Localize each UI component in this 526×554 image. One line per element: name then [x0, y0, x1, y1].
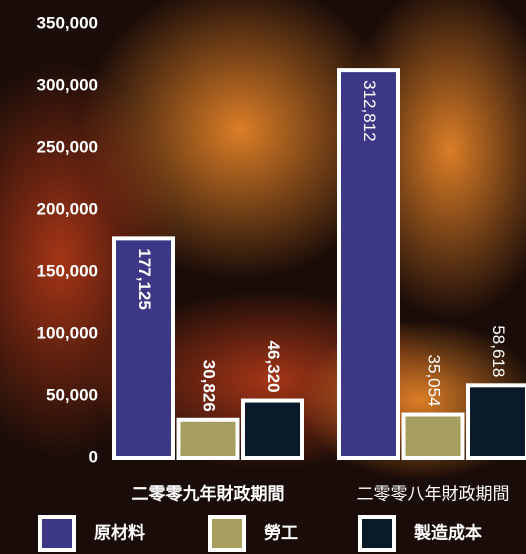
y-tick-label: 0: [89, 447, 98, 466]
bar: [337, 68, 400, 460]
value-label: 58,618: [489, 325, 508, 377]
legend-label: 原材料: [94, 522, 145, 542]
y-tick-label: 50,000: [46, 385, 98, 404]
value-label: 312,812: [360, 80, 379, 141]
value-label: 30,826: [200, 360, 219, 412]
y-tick-label: 200,000: [37, 199, 98, 218]
x-tick-label: 二零零八年財政期間: [357, 484, 510, 503]
bar: [112, 236, 175, 460]
value-label: 46,320: [264, 341, 283, 393]
y-tick-label: 350,000: [37, 13, 98, 32]
y-tick-label: 250,000: [37, 137, 98, 156]
legend-label: 勞工: [264, 522, 298, 542]
x-tick-label: 二零零九年財政期間: [132, 483, 285, 503]
y-tick-label: 150,000: [37, 261, 98, 280]
value-label: 35,054: [425, 355, 444, 407]
bar: [176, 417, 240, 460]
legend-swatch: [38, 515, 76, 552]
bar: [466, 383, 526, 461]
legend-swatch: [208, 515, 246, 552]
bar: [241, 398, 304, 460]
legend-label: 製造成本: [413, 522, 482, 542]
y-tick-label: 300,000: [37, 75, 98, 94]
y-tick-label: 100,000: [37, 323, 98, 342]
legend-swatch: [358, 515, 396, 552]
bar: [401, 412, 465, 461]
value-label: 177,125: [135, 248, 154, 309]
